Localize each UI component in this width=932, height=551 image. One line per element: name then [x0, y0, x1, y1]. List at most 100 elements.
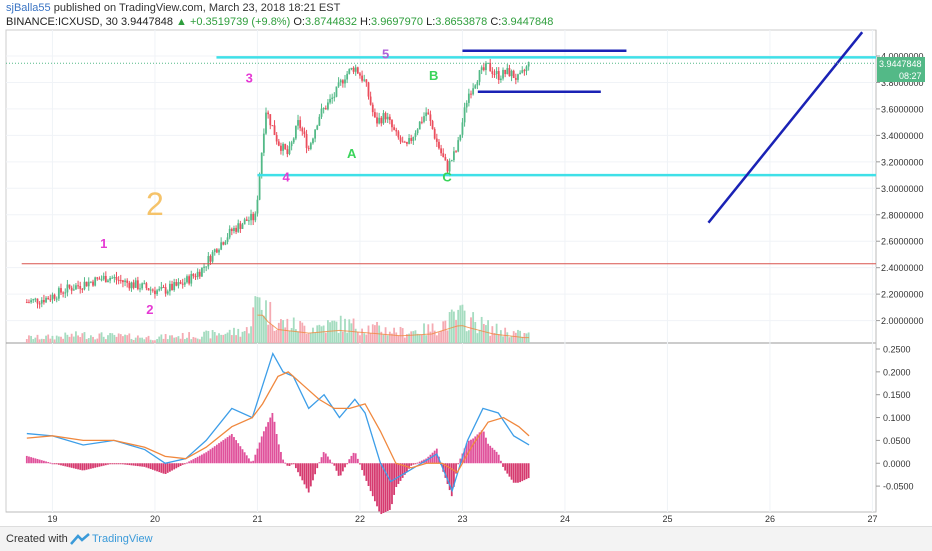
volume-bar: [305, 333, 308, 343]
tradingview-link[interactable]: TradingView: [92, 533, 153, 545]
candle-body: [525, 66, 528, 72]
signal-line: [26, 371, 530, 474]
macd-histogram-bar: [145, 463, 148, 468]
candle-body: [57, 288, 60, 299]
macd-histogram-bar: [369, 463, 372, 492]
macd-histogram-bar: [352, 452, 355, 464]
candle-body: [277, 141, 280, 146]
volume-bar: [145, 337, 148, 343]
volume-bar: [156, 339, 158, 343]
candle-body: [134, 280, 137, 288]
macd-histogram-bar: [265, 426, 267, 464]
time-axis[interactable]: 19 20 21 22 23 24 25 26 27: [47, 514, 877, 524]
candle-body: [160, 286, 163, 289]
macd-histogram-bar: [72, 463, 75, 469]
candle-body: [493, 73, 496, 75]
candle-body: [425, 112, 428, 117]
candle-body: [339, 80, 342, 83]
macd-histogram-bar: [218, 443, 220, 464]
candle-body: [273, 125, 276, 135]
candle-body: [410, 138, 413, 141]
macd-histogram-bar: [248, 458, 250, 464]
volume-bar: [28, 335, 30, 343]
candle-body: [376, 117, 378, 124]
volume-bar: [335, 321, 338, 343]
volume-bar: [30, 335, 32, 343]
candle-body: [130, 282, 133, 289]
volume-bar: [166, 339, 169, 343]
volume-bar: [43, 339, 45, 343]
volume-bar: [514, 332, 517, 343]
volume-bar: [416, 333, 419, 343]
candle-body: [344, 79, 346, 84]
volume-bar: [34, 337, 37, 343]
macd-histogram-bar: [158, 463, 161, 473]
candle-body: [147, 288, 150, 291]
volume-bar: [506, 332, 509, 343]
candle-body: [373, 112, 376, 118]
volume-bar: [425, 335, 428, 343]
macd-histogram-bar: [98, 463, 101, 467]
volume-bar: [55, 335, 58, 343]
price-axis[interactable]: 4.0000000 3.8000000 3.6000000 3.4000000 3.20…: [876, 52, 924, 492]
macd-histogram-bar: [166, 463, 169, 473]
price-tick-label: 2.2000000: [881, 290, 924, 300]
candle-body: [235, 227, 237, 232]
volume-bar: [201, 336, 203, 343]
macd-histogram-bar: [350, 455, 353, 464]
candle-body: [423, 116, 425, 122]
open-label: O:: [293, 16, 305, 28]
volume-bar: [128, 333, 131, 343]
macd-histogram-bar: [81, 463, 84, 471]
created-with-text: Created with: [6, 533, 68, 545]
macd-histogram-bar: [288, 463, 291, 466]
macd-tick-label: 0.1000: [883, 413, 911, 423]
volume-bar: [388, 331, 391, 343]
candle-body: [495, 71, 498, 74]
volume-bar: [228, 329, 231, 343]
candle-body: [81, 288, 84, 290]
macd-histogram-bar: [363, 463, 366, 476]
candle-body: [442, 153, 445, 158]
candle-body: [186, 276, 188, 283]
candle-body: [166, 291, 169, 294]
candle-body: [181, 283, 184, 285]
volume-bar: [248, 333, 250, 343]
macd-histogram-bar: [267, 422, 270, 464]
candle-body: [98, 278, 101, 280]
volume-bar: [450, 309, 453, 343]
price-badge: 3.9447848 08:27: [877, 57, 925, 82]
timer-badge-text: 08:27: [899, 71, 922, 81]
volume-bar: [198, 339, 201, 343]
candle-body: [53, 294, 56, 299]
macd-histogram-bar: [299, 463, 302, 477]
macd-histogram-bar: [433, 450, 436, 464]
candle-body: [305, 134, 308, 148]
macd-histogram-bar: [55, 463, 58, 465]
candle-body: [260, 152, 263, 176]
high-value: 3.9697970: [371, 16, 424, 28]
volume-bar: [508, 337, 511, 343]
volume-bar: [136, 335, 139, 343]
macd-histogram-bar: [241, 449, 244, 464]
macd-histogram-bar: [519, 463, 522, 483]
candle-body: [429, 114, 432, 122]
candle-body: [290, 142, 293, 147]
volume-bar: [337, 332, 340, 343]
low-label: L:: [426, 16, 436, 28]
candle-body: [414, 133, 417, 137]
candle-body: [190, 273, 193, 284]
macd-histogram-bar: [523, 463, 526, 481]
timer-badge: [877, 70, 925, 82]
volume-bar: [194, 337, 197, 343]
volume-bar: [391, 333, 393, 343]
volume-bar: [356, 332, 359, 343]
author-link[interactable]: sjBalla55: [6, 2, 51, 14]
candle-body: [68, 284, 71, 288]
macd-histogram-bar: [77, 463, 79, 470]
candle-body: [512, 70, 515, 79]
volume-bar: [280, 319, 282, 343]
candle-body: [333, 96, 336, 98]
macd-histogram-bar: [474, 436, 477, 464]
